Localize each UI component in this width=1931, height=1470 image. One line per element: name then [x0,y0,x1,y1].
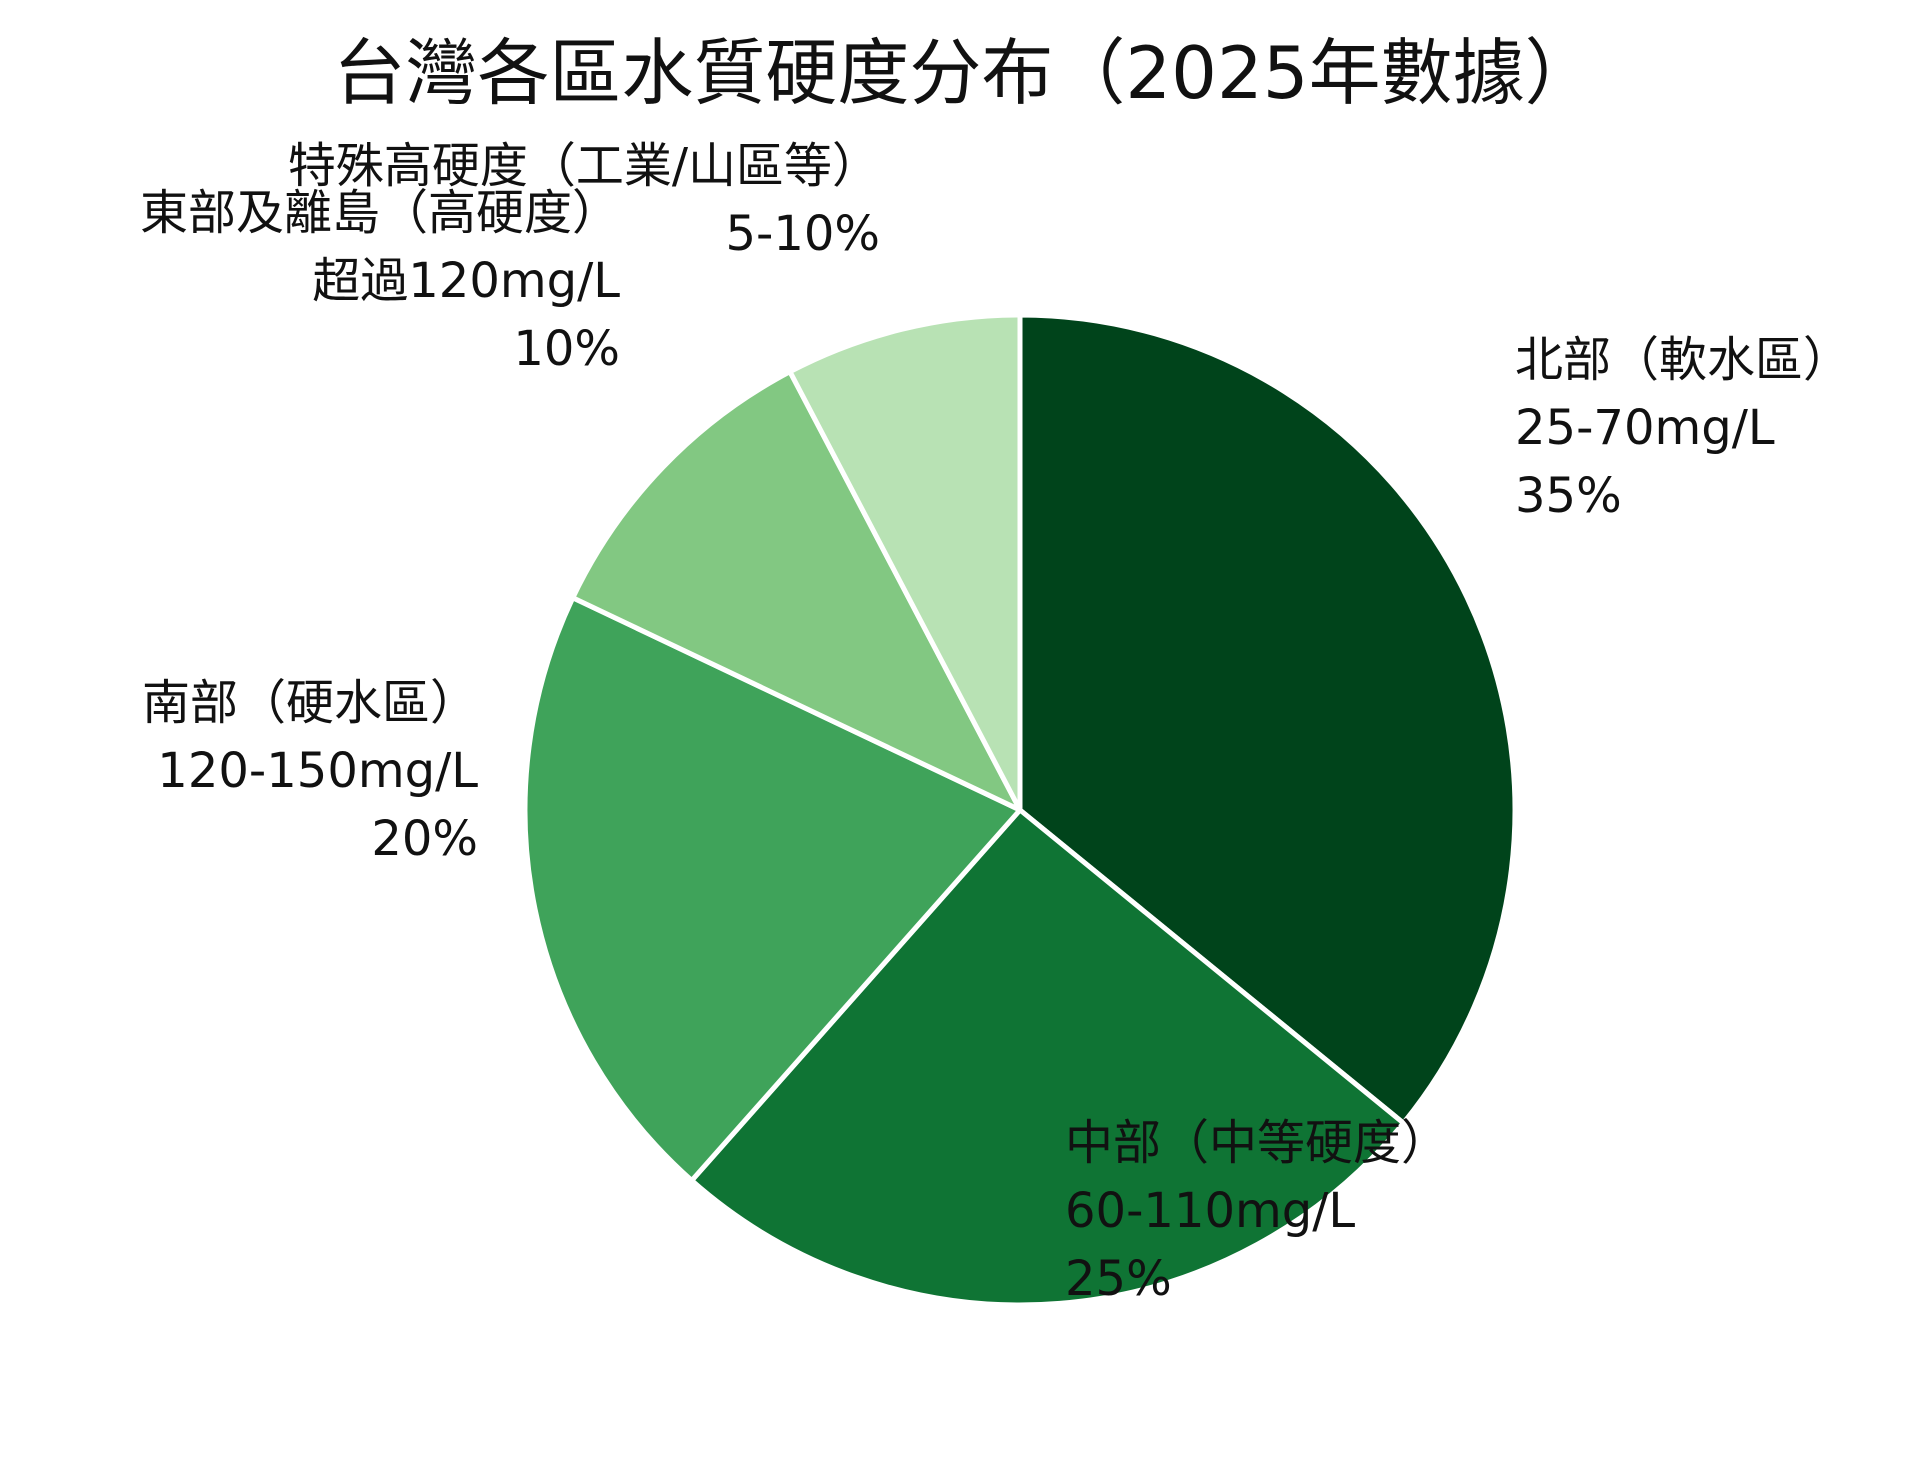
slice-label-range: 25-70mg/L [1515,400,1775,456]
slice-label-category: 特殊高硬度（工業/山區等） [288,138,880,194]
slice-label-category: 北部（軟水區） [1515,332,1851,388]
slice-label-3: 南部（硬水區） 120-150mg/L 20% [142,675,478,867]
slice-labels: 北部（軟水區） 25-70mg/L 35% 中部（中等硬度） 60-110mg/L 25%… [140,138,1851,1307]
pie-slice-5 [787,312,1023,813]
pie-slice-2 [689,807,1406,1308]
pie-slice-4 [570,369,1023,813]
slice-label-category: 東部及離島（高硬度） [140,185,620,241]
pie-slice-3 [522,595,1023,1184]
slice-label-category: 中部（中等硬度） [1065,1115,1449,1171]
slice-label-percent: 25% [1065,1251,1172,1307]
slice-label-4: 東部及離島（高硬度） 超過120mg/L 10% [140,185,620,377]
slice-label-range: 120-150mg/L [157,743,478,799]
pie-slice-1 [1017,312,1518,1126]
slice-label-percent: 35% [1515,468,1622,524]
slice-label-percent: 5-10% [725,206,880,262]
slice-label-percent: 10% [513,321,620,377]
slice-label-percent: 20% [371,811,478,867]
slice-label-2: 中部（中等硬度） 60-110mg/L 25% [1065,1115,1449,1307]
pie-slices [522,312,1518,1308]
slice-label-1: 北部（軟水區） 25-70mg/L 35% [1515,332,1851,524]
slice-label-5: 特殊高硬度（工業/山區等） 5-10% [288,138,880,262]
slice-label-category: 南部（硬水區） [142,675,478,731]
slice-label-range: 60-110mg/L [1065,1183,1355,1239]
slice-label-range: 超過120mg/L [312,253,620,309]
chart-title: 台灣各區水質硬度分布（2025年數據） [333,31,1596,115]
